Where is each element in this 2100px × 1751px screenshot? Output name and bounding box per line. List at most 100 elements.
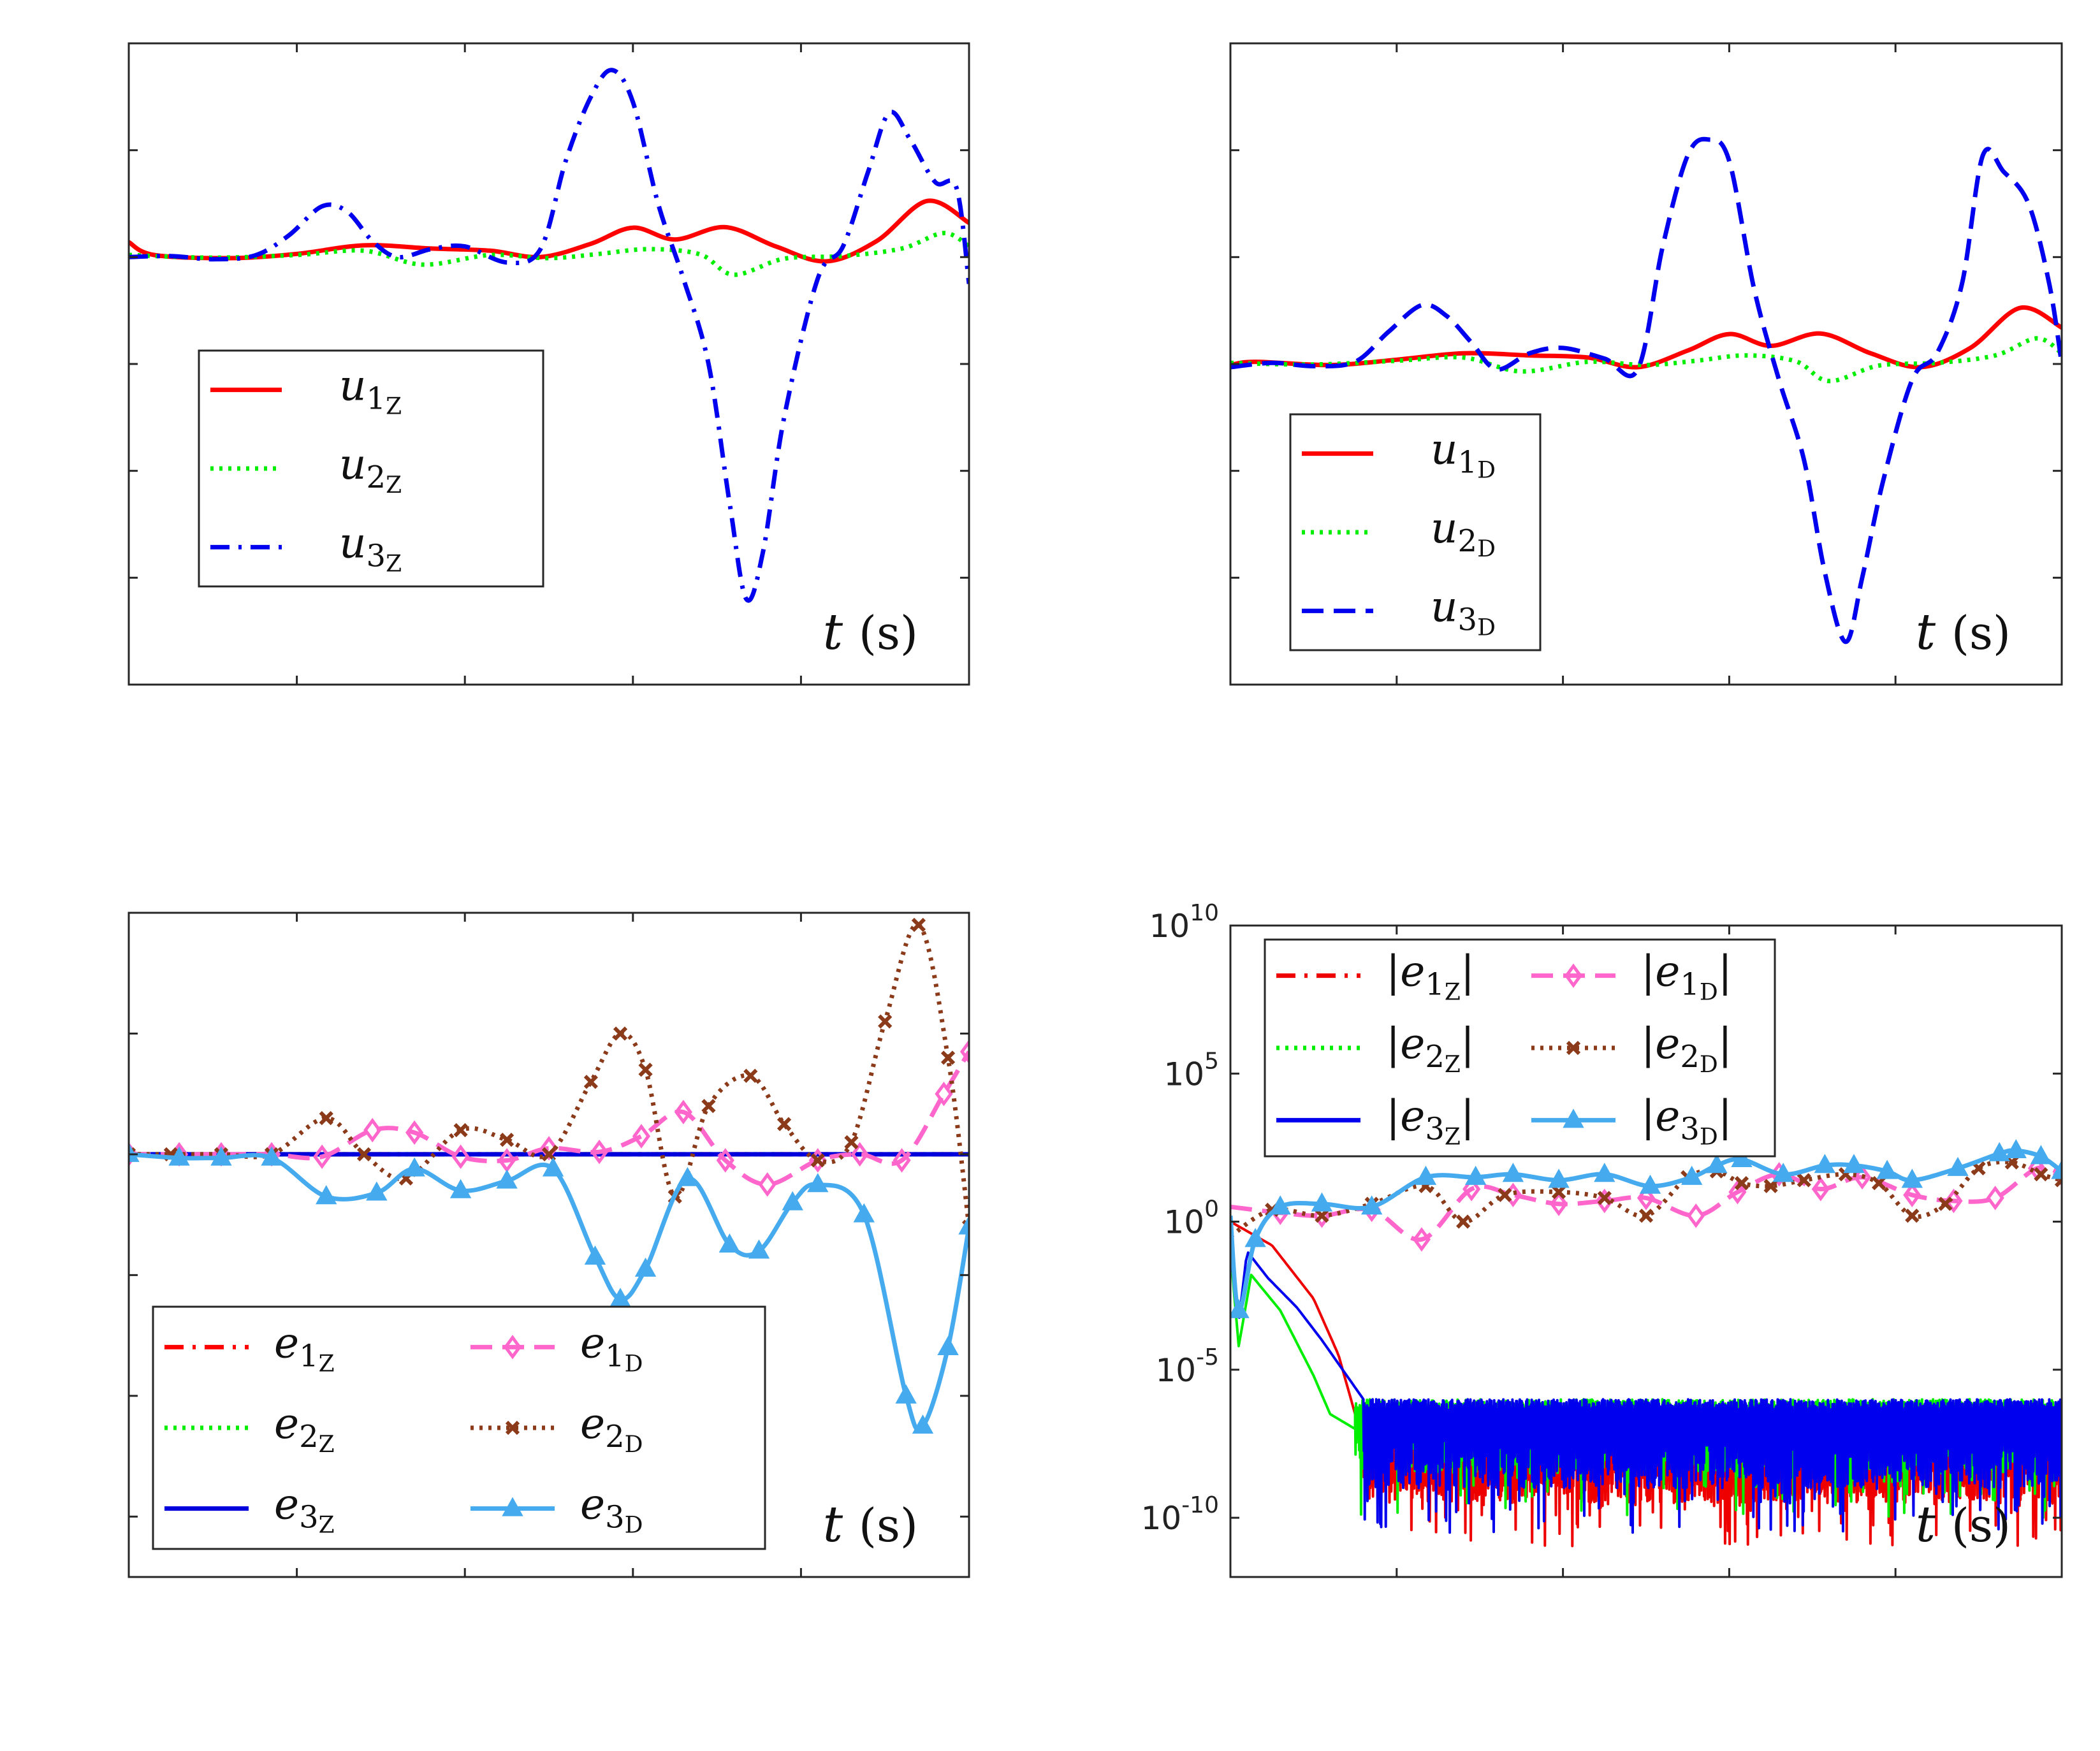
- series-index: 2: [367, 460, 386, 495]
- series-line: [129, 198, 969, 264]
- data-point: [366, 1181, 388, 1201]
- series-subscript: Z: [319, 1351, 335, 1377]
- plot-lines: [1230, 1138, 2062, 1548]
- data-point: [405, 1120, 424, 1145]
- plot-lines: [129, 917, 969, 1434]
- annotation-unit: (s): [859, 1499, 918, 1552]
- series-subscript: Z: [386, 551, 402, 577]
- data-point: [2030, 1145, 2052, 1165]
- legend-item-u3Z: u3Z: [210, 518, 402, 577]
- legend-label: e3Z: [274, 1480, 335, 1539]
- data-point: [1315, 1209, 1329, 1223]
- data-point: [261, 1146, 282, 1166]
- series-subscript: D: [1477, 614, 1496, 641]
- series-line: [1230, 305, 2062, 370]
- series-u1Z: [129, 198, 969, 264]
- abs-bar-left: |: [1641, 1019, 1655, 1068]
- series-subscript: D: [1700, 980, 1718, 1006]
- data-point: [940, 1050, 956, 1065]
- data-point: [542, 1157, 564, 1177]
- abs-bar-left: |: [1641, 947, 1655, 996]
- legend-label: u1D: [1431, 425, 1496, 484]
- y-tick-base: 10: [1149, 908, 1190, 945]
- series-index: 3: [1458, 602, 1478, 637]
- data-point: [1853, 1165, 1872, 1190]
- series-index: 1: [299, 1338, 319, 1374]
- data-point: [2005, 1138, 2027, 1159]
- abs-bar-left: |: [1641, 1091, 1655, 1140]
- series-subscript: Z: [1445, 980, 1461, 1006]
- legend-label: e1D: [580, 1318, 643, 1377]
- legend-label: e1Z: [274, 1318, 335, 1377]
- legend-label: |e2Z|: [1386, 1019, 1475, 1078]
- series-var: e: [1400, 1019, 1425, 1068]
- data-point: [743, 1068, 758, 1083]
- series-subscript: Z: [1445, 1052, 1461, 1078]
- series-index: 2: [299, 1419, 319, 1455]
- series-e3Z: [1230, 1251, 2062, 1534]
- legend-marker: [1563, 1108, 1584, 1128]
- data-point: [1687, 1203, 1705, 1228]
- legend-label: e3D: [580, 1480, 643, 1539]
- abs-bar-right: |: [1461, 947, 1475, 996]
- legend-marker: [1564, 963, 1583, 988]
- legend-item-e2Z: e2Z: [164, 1399, 335, 1458]
- data-point: [316, 1185, 337, 1205]
- data-point: [1462, 1177, 1481, 1202]
- data-point: [1734, 1176, 1749, 1191]
- series-line: [129, 922, 969, 1228]
- data-point: [810, 1153, 825, 1168]
- y-tick-label: 10-10: [1141, 1492, 1219, 1537]
- legend-item-u3D: u3D: [1302, 582, 1496, 641]
- legend-item-e2Z: |e2Z|: [1276, 1019, 1475, 1078]
- data-point: [674, 1100, 692, 1124]
- abs-bar-right: |: [1461, 1019, 1475, 1068]
- data-point: [959, 1039, 969, 1064]
- axes-frame: [1229, 924, 2063, 1578]
- data-point: [716, 1148, 734, 1173]
- data-point: [1988, 1142, 2010, 1161]
- axes-frame: [128, 912, 970, 1578]
- legend-label: |e2D|: [1641, 1019, 1732, 1078]
- series-var: u: [339, 518, 367, 567]
- series-index: 1: [1680, 967, 1700, 1003]
- data-point: [1269, 1195, 1291, 1215]
- data-point: [453, 1123, 468, 1138]
- data-point: [1597, 1191, 1612, 1205]
- legend-label: e2D: [580, 1399, 643, 1458]
- annotation-unit: (s): [1951, 606, 2011, 660]
- series-index: 2: [605, 1419, 625, 1455]
- data-point: [584, 1245, 606, 1265]
- data-point: [1637, 1186, 1656, 1210]
- y-tick-label: 10-5: [1155, 1344, 1219, 1389]
- time-annotation: t (s): [1916, 604, 2011, 661]
- y-tick-base: 10: [1141, 1500, 1182, 1537]
- legend-item-e3Z: e3Z: [164, 1480, 335, 1539]
- data-point: [632, 1124, 651, 1149]
- data-point: [1811, 1177, 1830, 1202]
- series-u3D: [1230, 136, 2062, 644]
- data-point: [893, 1148, 911, 1173]
- series-subscript: Z: [319, 1432, 335, 1458]
- series-e3D: [129, 1142, 969, 1434]
- series-u3Z: [129, 68, 969, 603]
- series-var: e: [1655, 1091, 1680, 1140]
- series-line: [129, 231, 969, 277]
- series-index: 1: [1458, 445, 1478, 481]
- series-var: e: [580, 1399, 605, 1448]
- data-point: [1797, 1173, 1811, 1188]
- series-var: e: [274, 1399, 299, 1448]
- data-point: [499, 1133, 514, 1147]
- series-index: 2: [1458, 523, 1478, 559]
- data-point: [718, 1233, 741, 1253]
- series-subscript: D: [625, 1351, 643, 1377]
- legend-label: u3Z: [339, 518, 402, 577]
- series-var: e: [1655, 947, 1680, 996]
- data-point: [895, 1384, 917, 1404]
- data-point: [1415, 1165, 1437, 1185]
